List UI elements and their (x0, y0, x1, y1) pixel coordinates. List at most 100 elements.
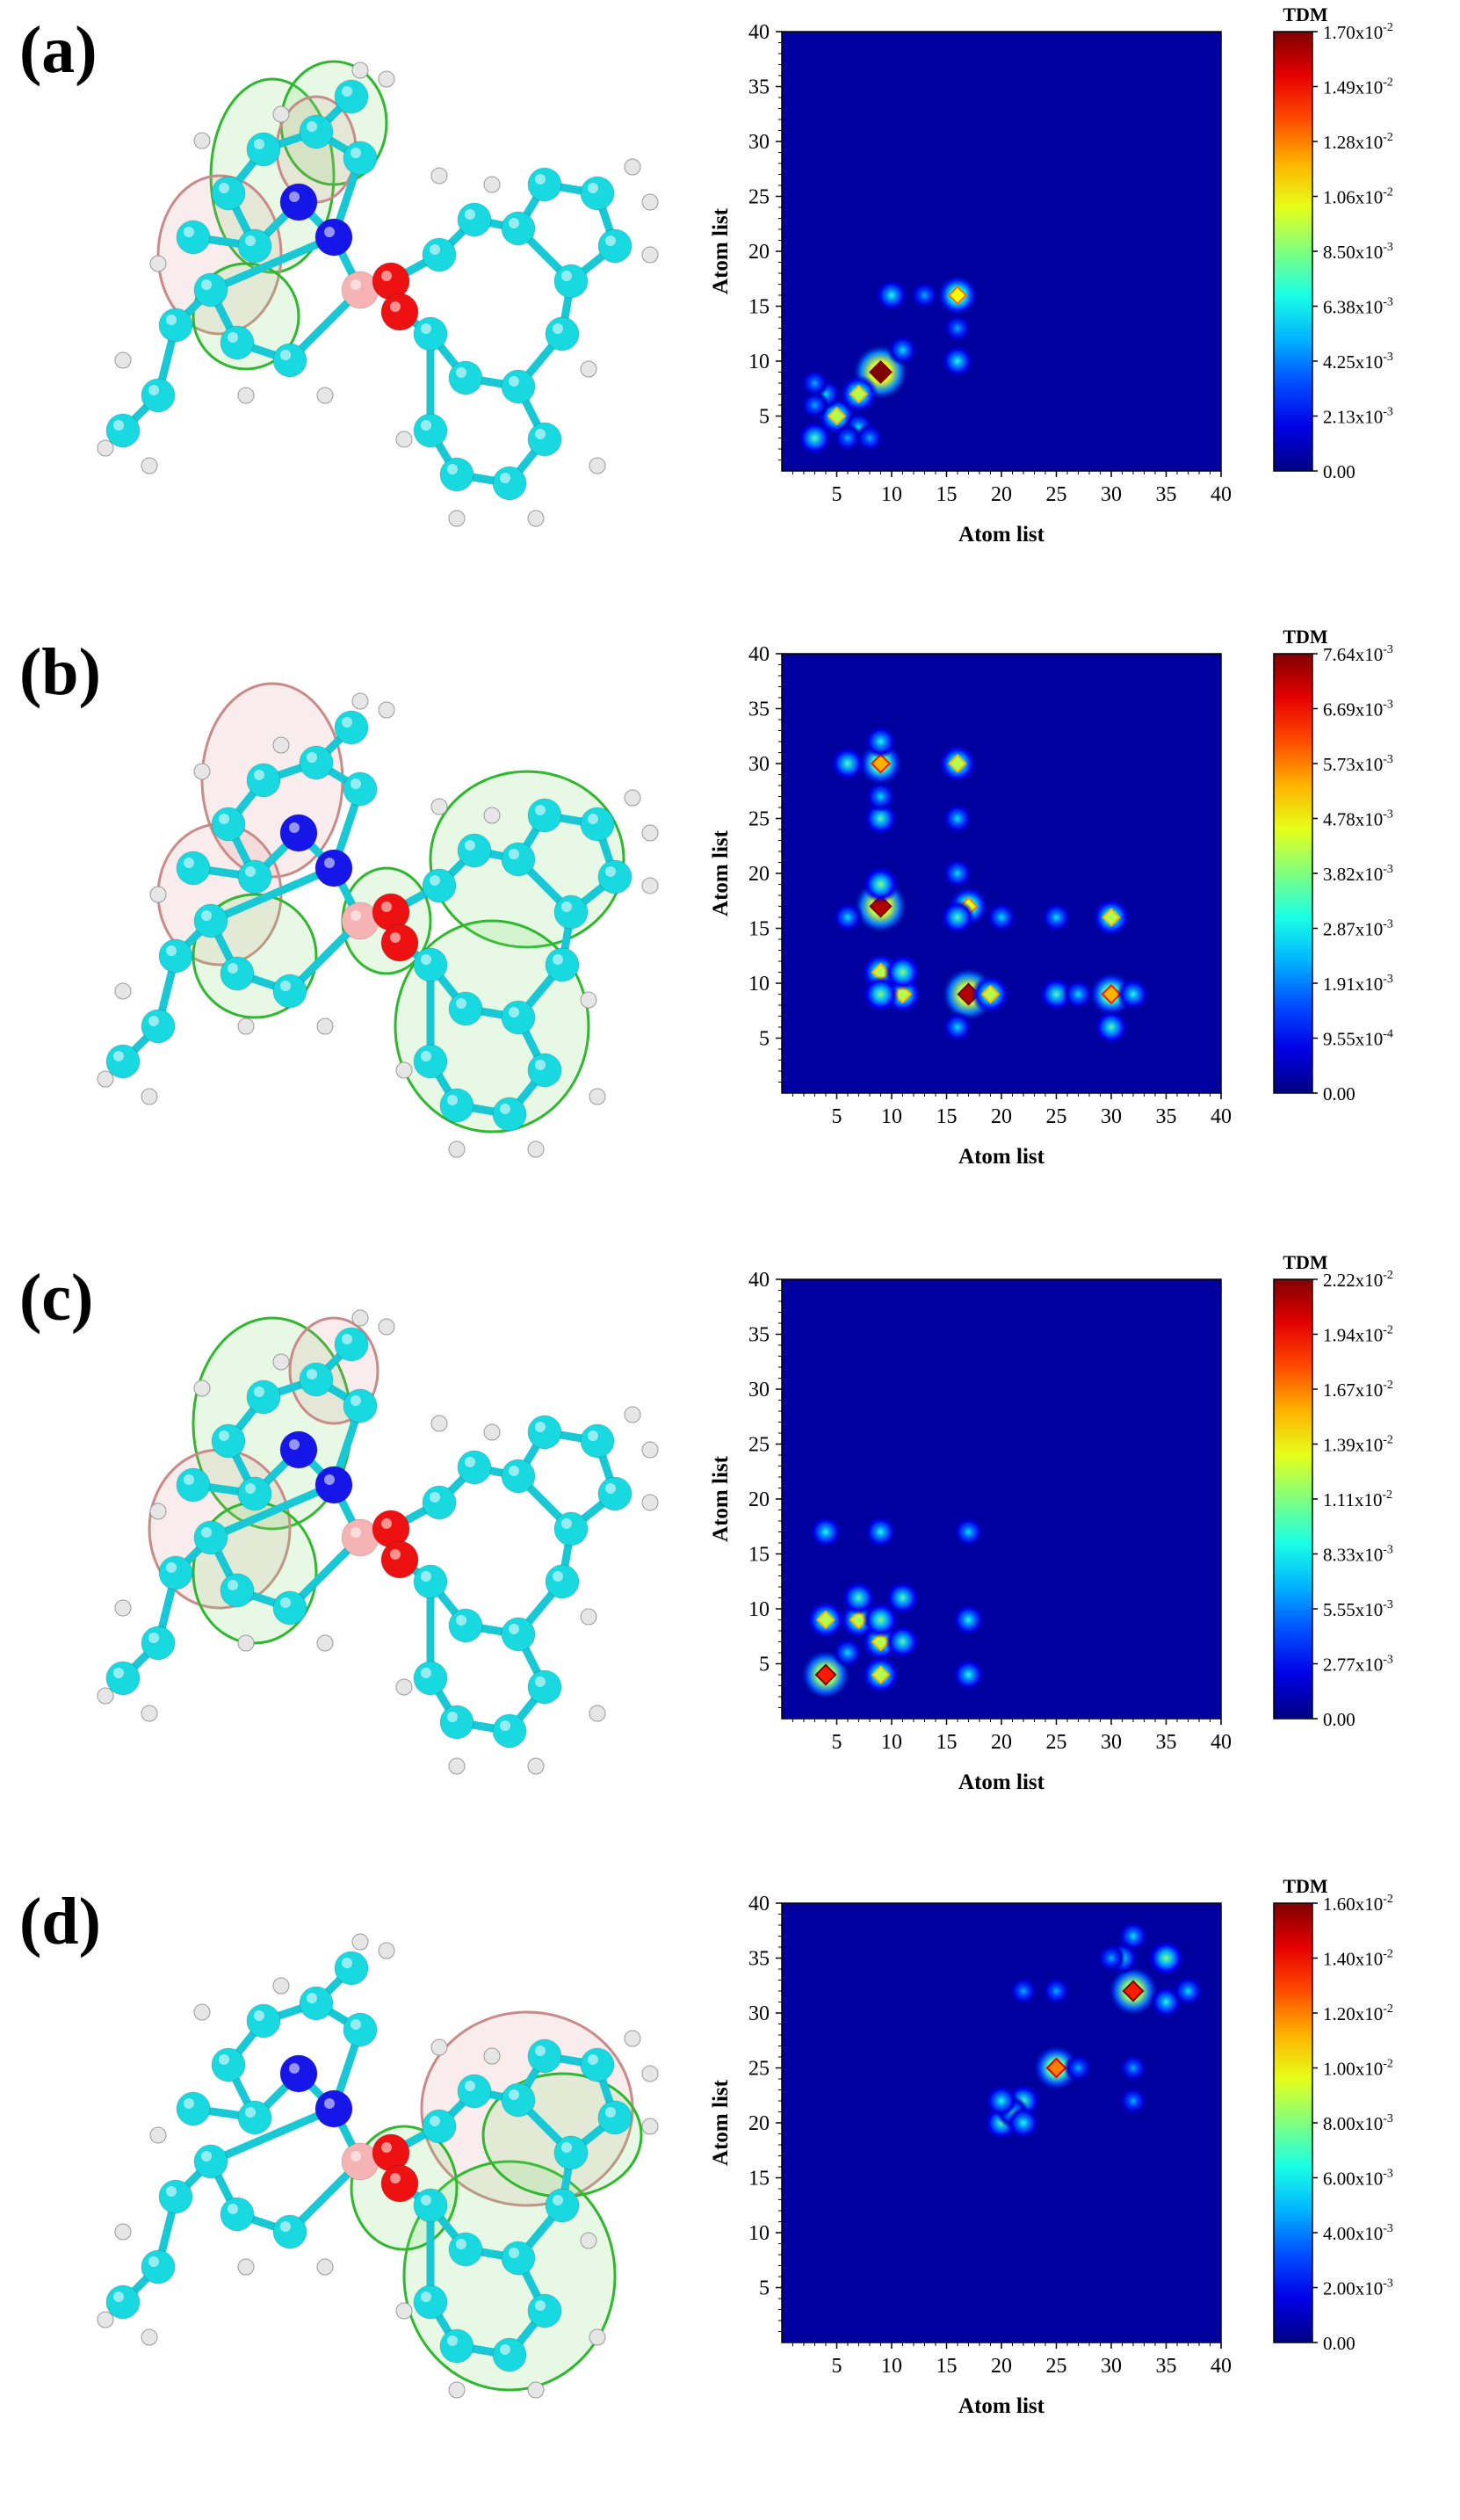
heatmap-hotspot (1173, 1975, 1203, 2006)
heatmap-hotspot (1008, 1976, 1037, 2005)
colorbar-title: TDM (1283, 1251, 1328, 1273)
heatmap-hotspot (809, 1516, 842, 1549)
y-tick-label: 15 (748, 918, 770, 941)
x-axis-label: Atom list (958, 2394, 1045, 2418)
y-tick-label: 30 (748, 2002, 770, 2025)
molecule-structure (98, 1310, 658, 1774)
tdm-heatmap-chart: 5 10 15 20 25 30 35 40 5 10 15 20 25 30 35 40 Atom list A… (694, 622, 1460, 1252)
colorbar-tick-label: 1.11x10-2 (1323, 1488, 1392, 1510)
colorbar-title: TDM (1283, 1875, 1328, 1897)
colorbar-tick-label: 5.73x10-3 (1323, 753, 1393, 775)
colorbar-tick-label: 1.70x10-2 (1323, 21, 1393, 43)
x-tick-label: 40 (1211, 483, 1232, 506)
x-tick-label: 20 (991, 1731, 1012, 1754)
heatmap-hotspot (832, 1637, 863, 1668)
heatmap-hotspot (863, 976, 900, 1013)
x-tick-label: 25 (1046, 483, 1067, 506)
y-tick-label: 15 (748, 296, 770, 319)
x-tick-label: 25 (1046, 2355, 1067, 2378)
colorbar (1274, 1903, 1312, 2343)
colorbar-tick-label: 2.22x10-2 (1323, 1269, 1393, 1291)
panel-b: (b) 5 10 15 20 25 30 35 40 5 10 15 20 25 30 35 40 Atom l… (0, 622, 1460, 1252)
colorbar-title: TDM (1283, 626, 1328, 648)
colorbar-tick-label: 1.60x10-2 (1323, 1893, 1393, 1915)
heatmap-hotspot (1117, 1921, 1148, 1952)
colorbar-tick-label: 1.91x10-3 (1323, 973, 1393, 995)
heatmap-hotspot (986, 902, 1016, 932)
x-tick-label: 30 (1101, 483, 1122, 506)
y-tick-label: 20 (748, 241, 770, 264)
x-tick-label: 40 (1211, 1731, 1232, 1754)
y-tick-label: 10 (748, 973, 770, 996)
y-tick-label: 40 (748, 21, 770, 44)
x-tick-label: 40 (1211, 2355, 1232, 2378)
heatmap-hotspot (864, 725, 898, 758)
colorbar (1274, 1279, 1312, 1719)
heatmap-hotspot (942, 1011, 972, 1042)
y-tick-label: 40 (748, 1893, 770, 1915)
heatmap-hotspot (800, 368, 829, 397)
colorbar-tick-label: 1.39x10-2 (1323, 1434, 1393, 1456)
molecule-illustration (70, 0, 685, 630)
heatmap-hotspot (1148, 1940, 1185, 1977)
x-tick-label: 15 (936, 483, 958, 506)
colorbar-tick-label: 8.50x10-3 (1323, 241, 1393, 263)
colorbar-tick-label: 4.00x10-3 (1323, 2222, 1393, 2244)
x-tick-label: 15 (936, 2355, 958, 2378)
y-tick-label: 5 (759, 406, 770, 429)
colorbar-tick-label: 1.06x10-2 (1323, 186, 1393, 208)
heatmap-hotspot (875, 279, 908, 312)
colorbar-tick-label: 7.64x10-3 (1323, 643, 1393, 665)
x-tick-label: 5 (832, 2355, 842, 2378)
heatmap-hotspot (953, 1517, 984, 1547)
heatmap-hotspot (1042, 1976, 1071, 2005)
colorbar-tick-label: 6.69x10-3 (1323, 699, 1393, 721)
heatmap-hotspot (864, 1516, 898, 1549)
colorbar-tick-label: 1.40x10-2 (1323, 1948, 1393, 1970)
x-axis-label: Atom list (958, 1771, 1045, 1794)
x-tick-label: 30 (1101, 1731, 1122, 1754)
heatmap-hotspot (942, 858, 972, 888)
tdm-heatmap-chart: 5 10 15 20 25 30 35 40 5 10 15 20 25 30 35 40 Atom list A… (694, 1248, 1460, 1878)
heatmap-hotspot (1118, 2086, 1147, 2115)
colorbar-tick-label: 0.00 (1323, 1083, 1355, 1104)
heatmap-hotspot (1096, 1944, 1125, 1973)
panel-a: (a) 5 10 15 20 25 30 35 40 5 10 15 20 25 30 35 40 Atom l… (0, 0, 1460, 630)
x-axis-label: Atom list (958, 1145, 1045, 1169)
molecule-illustration (70, 1872, 685, 2502)
y-tick-label: 20 (748, 2112, 770, 2135)
molecule-structure (98, 62, 658, 526)
x-tick-label: 25 (1046, 1105, 1067, 1128)
panel-d: (d) 5 10 15 20 25 30 35 40 5 10 15 20 25 30 35 40 Atom l… (0, 1872, 1460, 2502)
x-tick-label: 40 (1211, 1105, 1232, 1128)
colorbar-tick-label: 1.20x10-2 (1323, 2002, 1393, 2024)
heatmap-hotspot (885, 1581, 921, 1616)
y-tick-label: 30 (748, 131, 770, 154)
heatmap-hotspot (1041, 902, 1072, 932)
x-tick-label: 35 (1156, 1105, 1177, 1128)
tdm-heatmap-chart: 5 10 15 20 25 30 35 40 5 10 15 20 25 30 35 40 Atom list A… (694, 1872, 1460, 2502)
colorbar-tick-label: 8.00x10-3 (1323, 2112, 1393, 2134)
colorbar-tick-label: 1.94x10-2 (1323, 1324, 1393, 1346)
colorbar-tick-label: 4.78x10-3 (1323, 808, 1393, 830)
colorbar-tick-label: 0.00 (1323, 461, 1355, 482)
y-tick-label: 10 (748, 1598, 770, 1621)
colorbar (1274, 654, 1312, 1093)
heatmap-hotspot (941, 344, 974, 378)
y-axis-label: Atom list (709, 1455, 733, 1542)
y-tick-label: 35 (748, 1948, 770, 1971)
y-tick-label: 15 (748, 2168, 770, 2191)
y-axis-label: Atom list (709, 2079, 733, 2166)
x-tick-label: 30 (1101, 2355, 1122, 2378)
x-tick-label: 35 (1156, 483, 1177, 506)
heatmap-hotspot (865, 781, 896, 812)
x-tick-label: 15 (936, 1105, 958, 1128)
x-tick-label: 35 (1156, 2355, 1177, 2378)
colorbar-tick-label: 2.13x10-3 (1323, 406, 1393, 428)
y-tick-label: 5 (759, 1028, 770, 1051)
y-tick-label: 40 (748, 1269, 770, 1292)
y-tick-label: 40 (748, 643, 770, 666)
colorbar-tick-label: 5.55x10-3 (1323, 1598, 1393, 1620)
x-tick-label: 10 (881, 2355, 902, 2378)
heatmap-hotspot (1007, 2106, 1040, 2140)
